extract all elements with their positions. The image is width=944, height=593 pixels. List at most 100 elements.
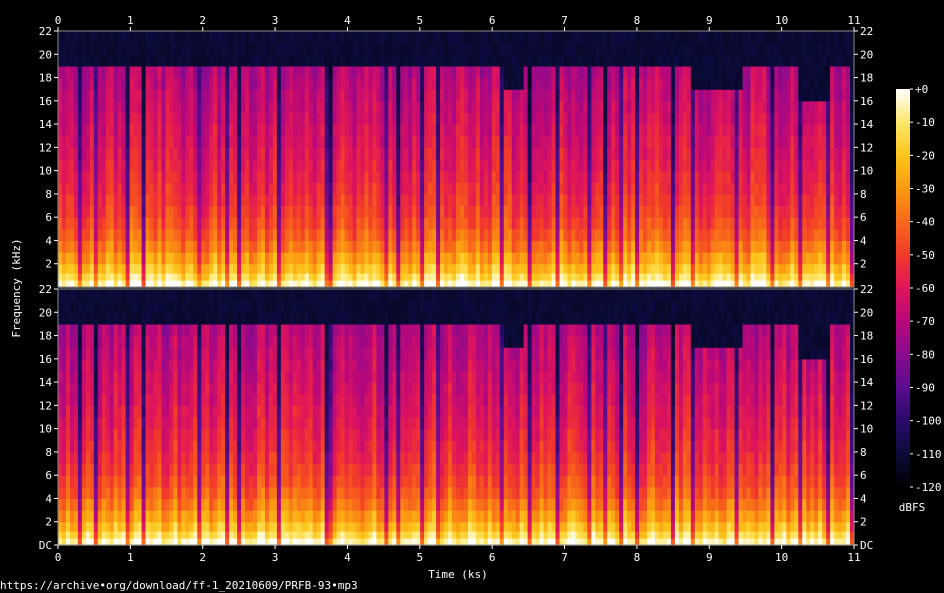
spectrogram-cell: [806, 280, 811, 288]
spectrogram-cell: [754, 89, 760, 102]
spectrogram-cell: [702, 228, 708, 242]
spectrogram-cell: [205, 240, 210, 253]
spectrogram-cell: [129, 263, 135, 274]
spectrogram-cell: [658, 54, 664, 67]
spectrogram-cell: [814, 147, 819, 160]
spectrogram-cell: [571, 42, 576, 55]
spectrogram-cell: [308, 65, 314, 79]
spectrogram-cell: [332, 65, 338, 79]
spectrogram-cell: [527, 228, 533, 242]
spectrogram-cell: [822, 65, 827, 79]
spectrogram-cell: [424, 205, 429, 218]
spectrogram-cell: [61, 31, 67, 44]
spectrogram-cell: [444, 159, 449, 172]
spectrogram-cell: [826, 240, 831, 253]
spectrogram-cell: [272, 205, 278, 218]
spectrogram-cell: [463, 147, 469, 160]
spectrogram-cell: [328, 124, 334, 137]
spectrogram-cell: [706, 205, 712, 218]
spectrogram-cell: [802, 31, 807, 44]
spectrogram-cell: [838, 135, 843, 148]
spectrogram-cell: [181, 31, 186, 44]
spectrogram-cell: [101, 170, 107, 183]
spectrogram-cell: [758, 280, 764, 288]
spectrogram-cell: [611, 170, 616, 183]
spectrogram-cell: [73, 531, 79, 539]
spectrogram-cell: [838, 240, 843, 253]
spectrogram-cell: [440, 159, 445, 172]
spectrogram-cell: [543, 54, 549, 67]
spectrogram-cell: [97, 451, 103, 465]
spectrogram-cell: [145, 100, 151, 114]
spectrogram-cell: [384, 31, 389, 44]
spectrogram-cell: [360, 170, 366, 183]
spectrogram-cell: [77, 280, 83, 288]
spectrogram-cell: [157, 77, 163, 90]
spectrogram-cell: [655, 280, 660, 288]
spectrogram-cell: [611, 280, 616, 288]
spectrogram-cell: [774, 205, 779, 218]
spectrogram-cell: [547, 147, 553, 160]
spectrogram-cell: [778, 240, 783, 253]
spectrogram-cell: [149, 89, 155, 102]
spectrogram-cell: [229, 182, 234, 195]
spectrogram-cell: [388, 31, 393, 44]
spectrogram-cell: [113, 182, 119, 195]
spectrogram-cell: [352, 54, 358, 67]
spectrogram-cell: [782, 205, 787, 218]
spectrogram-cell: [233, 77, 238, 90]
spectrogram-cell: [93, 370, 99, 383]
spectrogram-cell: [782, 135, 787, 148]
spectrogram-cell: [619, 100, 624, 114]
spectrogram-cell: [782, 31, 787, 44]
spectrogram-cell: [272, 182, 278, 195]
spectrogram-cell: [762, 89, 768, 102]
spectrogram-cell: [678, 112, 684, 125]
spectrogram-cell: [674, 65, 680, 79]
spectrogram-cell: [221, 217, 226, 230]
spectrogram-cell: [101, 486, 107, 500]
spectrogram-cell: [682, 217, 688, 230]
spectrogram-cell: [527, 217, 533, 230]
spectrogram-cell: [229, 147, 234, 160]
spectrogram-cell: [794, 42, 799, 55]
spectrogram-cell: [619, 65, 624, 79]
spectrogram-cell: [149, 124, 155, 137]
spectrogram-cell: [670, 31, 676, 44]
spectrogram-cell: [794, 280, 799, 288]
spectrogram-cell: [436, 31, 441, 44]
spectrogram-cell: [579, 280, 584, 288]
spectrogram-cell: [802, 193, 807, 207]
spectrogram-cell: [535, 100, 541, 114]
spectrogram-cell: [105, 312, 111, 325]
spectrogram-cell: [428, 228, 433, 242]
spectrogram-cell: [201, 147, 206, 160]
spectrogram-cell: [197, 228, 202, 242]
spectrogram-cell: [471, 252, 477, 265]
spectrogram-cell: [77, 440, 83, 453]
spectrogram-cell: [635, 89, 640, 102]
spectrogram-cell: [61, 252, 67, 265]
spectrogram-cell: [527, 252, 533, 265]
spectrogram-cell: [249, 170, 254, 183]
spectrogram-cell: [647, 170, 652, 183]
spectrogram-cell: [424, 280, 429, 288]
spectrogram-cell: [97, 417, 103, 430]
spectrogram-cell: [599, 135, 604, 148]
spectrogram-cell: [846, 89, 851, 102]
spectrogram-cell: [81, 228, 87, 242]
spectrogram-cell: [583, 217, 588, 230]
spectrogram-cell: [85, 263, 91, 274]
spectrogram-cell: [420, 273, 425, 281]
spectrogram-cell: [850, 263, 855, 274]
spectrogram-cell: [563, 193, 569, 207]
spectrogram-cell: [420, 124, 425, 137]
spectrogram-cell: [714, 182, 720, 195]
spectrogram-cell: [662, 240, 668, 253]
spectrogram-cell: [623, 89, 628, 102]
spectrogram-cell: [89, 370, 95, 383]
spectrogram-cell: [507, 193, 513, 207]
spectrogram-cell: [483, 147, 489, 160]
spectrogram-cell: [105, 77, 111, 90]
spectrogram-cell: [551, 100, 557, 114]
